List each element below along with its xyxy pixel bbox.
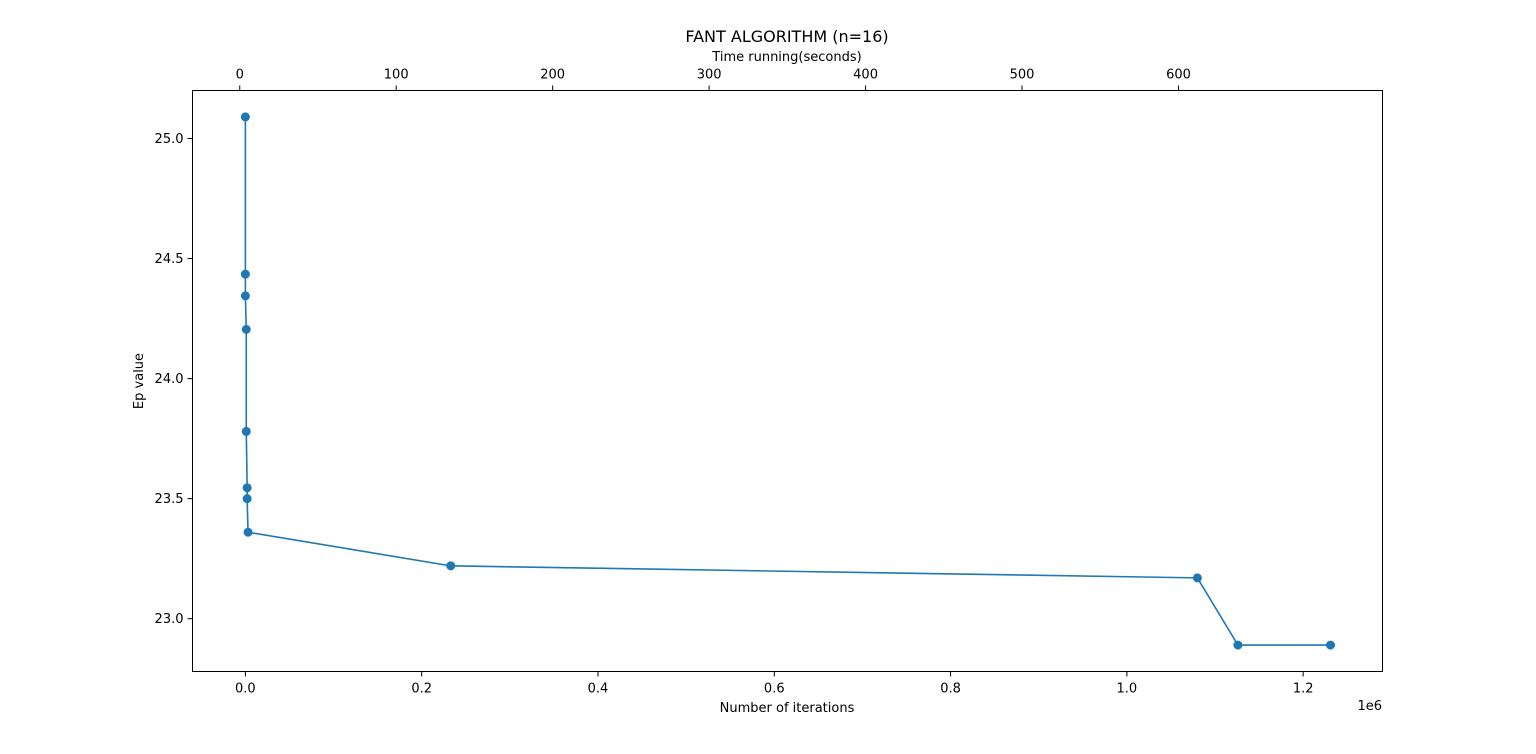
data-point: [1192, 573, 1202, 583]
top-x-tick-label: 400: [853, 68, 878, 83]
x-axis-label: Number of iterations: [720, 701, 855, 716]
top-x-tick-label: 100: [384, 68, 409, 83]
data-point: [240, 291, 250, 301]
data-point: [240, 112, 250, 122]
top-x-tick-label: 600: [1166, 68, 1191, 83]
top-x-axis-ticks: 0 100 200 300 400 500 600: [236, 68, 1191, 91]
series-layer: [240, 112, 1335, 650]
data-point: [243, 527, 253, 537]
y-tick-label: 23.5: [155, 492, 184, 507]
y-tick-label: 24.0: [155, 372, 184, 387]
top-x-tick-label: 500: [1010, 68, 1035, 83]
plot-frame: [192, 90, 1383, 672]
x-tick-label: 0.0: [235, 682, 256, 697]
data-point: [1325, 640, 1335, 650]
data-point: [241, 426, 251, 436]
x-axis-ticks: 0.0 0.2 0.4 0.6 0.8 1.0 1.2: [235, 671, 1314, 697]
x-tick-label: 1.2: [1293, 682, 1314, 697]
data-point: [242, 494, 252, 504]
y-tick-label: 25.0: [155, 132, 184, 147]
y-axis-ticks: 23.0 23.5 24.0 24.5 25.0: [155, 132, 193, 627]
y-tick-label: 24.5: [155, 252, 184, 267]
chart-title: FANT ALGORITHM (n=16): [685, 27, 888, 46]
data-point: [446, 561, 456, 571]
data-point: [242, 483, 252, 493]
data-point: [1233, 640, 1243, 650]
top-x-tick-label: 300: [697, 68, 722, 83]
x-tick-label: 0.6: [764, 682, 785, 697]
x-tick-label: 0.8: [940, 682, 961, 697]
x-axis-offset-label: 1e6: [1357, 699, 1382, 714]
y-tick-label: 23.0: [155, 612, 184, 627]
y-axis-label: Ep value: [132, 353, 147, 409]
top-x-tick-label: 0: [236, 68, 244, 83]
top-x-tick-label: 200: [540, 68, 565, 83]
x-tick-label: 1.0: [1117, 682, 1138, 697]
top-x-axis-label: Time running(seconds): [711, 50, 861, 65]
data-point: [241, 324, 251, 334]
data-point: [240, 269, 250, 279]
x-tick-label: 0.4: [588, 682, 609, 697]
x-tick-label: 0.2: [411, 682, 432, 697]
